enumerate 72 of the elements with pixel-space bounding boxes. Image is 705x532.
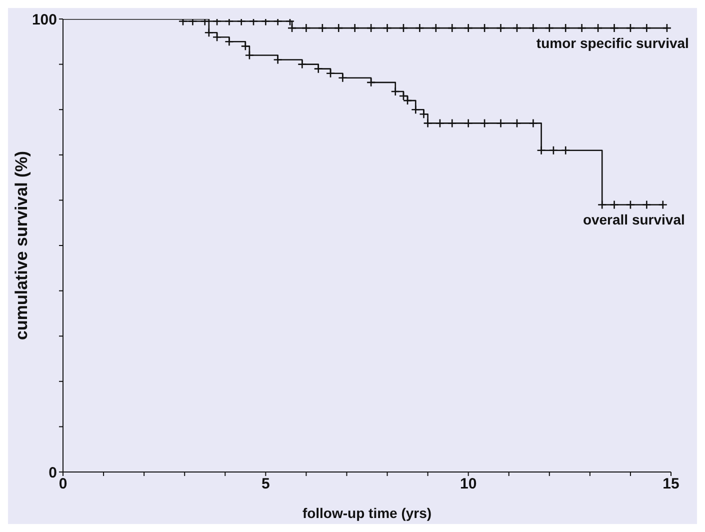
- point: [366, 23, 376, 33]
- point: [597, 200, 607, 210]
- point: [314, 64, 324, 74]
- point: [338, 73, 348, 83]
- point: [464, 23, 473, 33]
- point: [626, 200, 636, 210]
- point: [528, 118, 538, 128]
- point: [560, 146, 570, 156]
- point: [610, 200, 619, 210]
- point: [528, 23, 538, 33]
- point: [447, 23, 457, 33]
- point: [297, 60, 307, 69]
- point: [480, 23, 490, 33]
- point: [610, 23, 619, 33]
- x-tick-label: 10: [460, 476, 477, 493]
- series-label: tumor specific survival: [536, 35, 689, 52]
- point: [326, 68, 336, 78]
- point: [273, 19, 282, 26]
- point: [236, 19, 246, 26]
- point: [577, 23, 586, 33]
- point: [178, 19, 188, 26]
- point: [410, 104, 420, 114]
- point: [318, 23, 328, 33]
- x-tick-label: 15: [662, 476, 680, 493]
- point: [188, 19, 198, 26]
- point: [224, 19, 234, 26]
- point: [447, 118, 457, 128]
- point: [642, 200, 652, 210]
- point: [200, 19, 210, 26]
- point: [512, 23, 522, 33]
- point: [626, 23, 636, 33]
- point: [560, 23, 570, 33]
- point: [496, 118, 506, 128]
- point: [419, 109, 428, 119]
- point: [496, 23, 506, 33]
- series-label: overall survival: [582, 212, 685, 228]
- point: [350, 23, 360, 33]
- point: [261, 19, 270, 26]
- point: [431, 23, 441, 33]
- point: [658, 200, 668, 210]
- point: [273, 55, 282, 64]
- point: [544, 23, 554, 33]
- point: [464, 118, 473, 128]
- point: [398, 23, 408, 33]
- point: [548, 146, 558, 156]
- point: [423, 118, 432, 128]
- x-axis-title: follow-up time (yrs): [302, 505, 432, 521]
- point: [415, 23, 424, 33]
- y-axis-title: cumulative survival (%): [12, 151, 32, 340]
- point: [212, 32, 222, 42]
- point: [593, 23, 603, 33]
- point: [244, 50, 254, 60]
- y-tick-label: 100: [32, 11, 57, 28]
- point: [382, 23, 392, 33]
- point: [240, 42, 250, 51]
- point: [435, 118, 445, 128]
- point: [224, 37, 234, 46]
- point: [334, 23, 344, 33]
- point: [390, 86, 400, 96]
- point: [285, 19, 295, 26]
- point: [512, 118, 522, 128]
- point: [366, 78, 376, 88]
- point: [536, 146, 546, 156]
- point: [212, 19, 222, 26]
- point: [302, 23, 311, 33]
- point: [662, 23, 671, 33]
- point: [204, 28, 214, 38]
- point: [642, 23, 652, 33]
- point: [287, 23, 297, 33]
- point: [248, 19, 258, 26]
- point: [480, 118, 490, 128]
- x-tick-label: 5: [261, 476, 270, 493]
